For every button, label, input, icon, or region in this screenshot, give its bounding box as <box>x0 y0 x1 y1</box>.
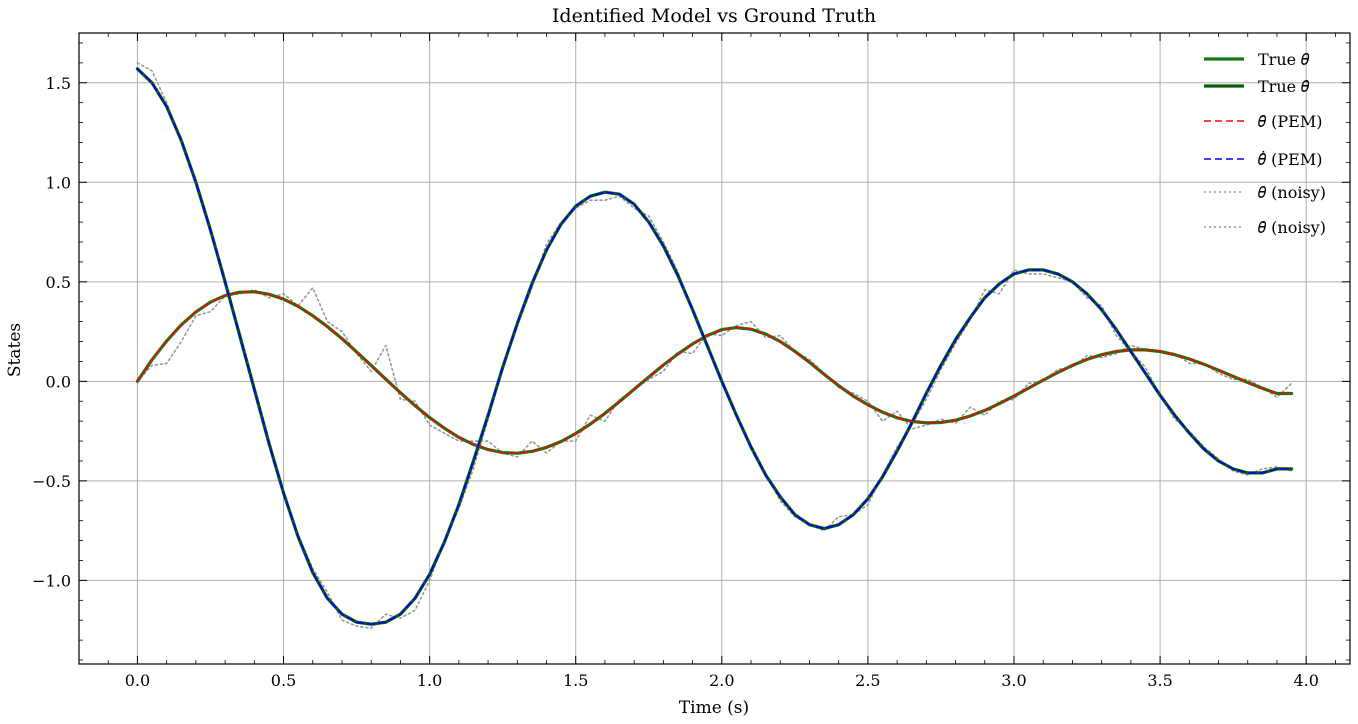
legend-label-1: True 𝜃̇ <box>1258 77 1309 96</box>
x-axis-label: Time (s) <box>679 698 749 718</box>
y-tick-label: 0.5 <box>46 273 71 292</box>
x-tick-label: 3.5 <box>1147 671 1172 690</box>
legend-label-2: 𝜃̂ (PEM) <box>1258 112 1322 131</box>
legend-label-3: 𝜃̂̇ (PEM) <box>1258 150 1322 169</box>
x-tick-label: 2.5 <box>855 671 880 690</box>
x-tick-label: 2.0 <box>709 671 734 690</box>
legend-label-4: 𝜃 (noisy) <box>1258 183 1326 202</box>
series-line-0 <box>135 290 1294 455</box>
x-tick-label: 1.0 <box>417 671 442 690</box>
y-tick-label: 1.0 <box>46 173 71 192</box>
tick-labels: 0.0 0.5 1.0 1.5 2.0 2.5 3.0 3.5 4.0 −1.0 −0.5 0.0 0.… <box>32 74 1319 690</box>
series-line-1 <box>135 67 1294 626</box>
x-tick-label: 4.0 <box>1293 671 1318 690</box>
legend-label-0: True 𝜃 <box>1258 50 1309 69</box>
x-tick-label: 0.0 <box>125 671 150 690</box>
series-layer <box>135 62 1294 629</box>
chart-title: Identified Model vs Ground Truth <box>552 5 876 27</box>
axis-ticks <box>79 33 1350 664</box>
x-tick-label: 1.5 <box>563 671 588 690</box>
y-tick-label: −0.5 <box>32 472 71 491</box>
y-axis-label: States <box>5 323 25 377</box>
series-line-2 <box>136 291 1293 454</box>
y-tick-label: 1.5 <box>46 74 71 93</box>
grid <box>79 33 1350 664</box>
series-line-5 <box>136 62 1293 629</box>
x-tick-label: 0.5 <box>271 671 296 690</box>
series-line-3 <box>136 68 1293 625</box>
series-line-4 <box>136 287 1293 458</box>
plot-frame <box>78 32 1351 665</box>
legend-label-5: 𝜃̇ (noisy) <box>1258 218 1326 237</box>
y-tick-label: 0.0 <box>46 372 71 391</box>
x-tick-label: 3.0 <box>1001 671 1026 690</box>
y-tick-label: −1.0 <box>32 571 71 590</box>
legend: True 𝜃 True 𝜃̇ 𝜃̂ (PEM) 𝜃̂̇ (PEM) 𝜃 (noisy) 𝜃… <box>1204 50 1326 237</box>
